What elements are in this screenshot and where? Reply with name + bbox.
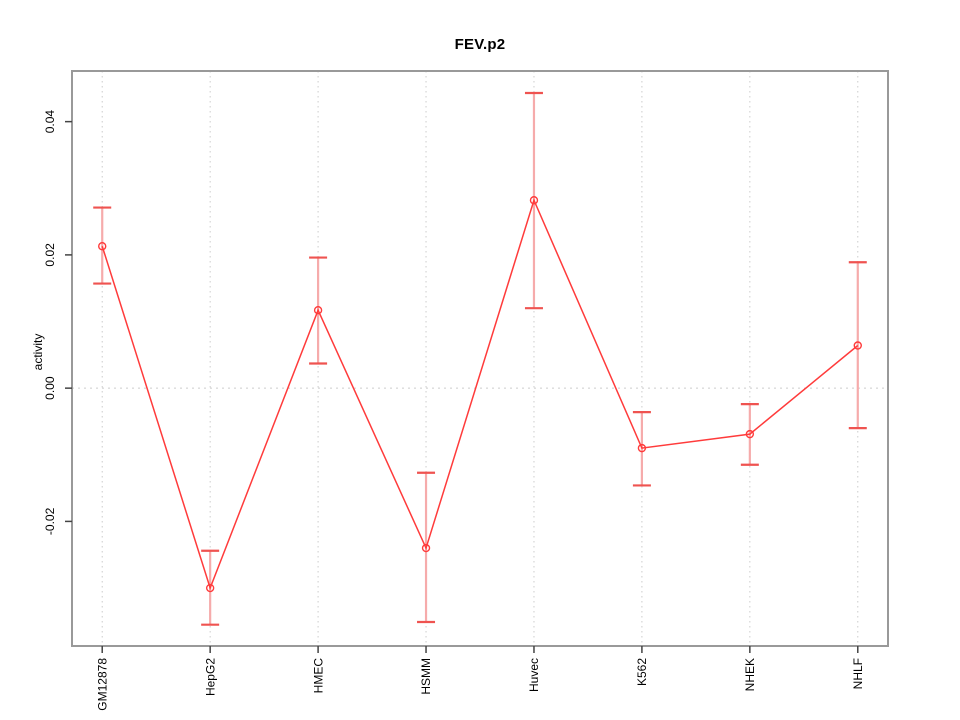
y-tick-label: -0.02	[43, 507, 57, 535]
y-axis: -0.02 0.00 0.02 0.04	[43, 110, 72, 535]
x-axis: GM12878 HepG2 HMEC HSMM Huvec K562 NHEK NHLF	[95, 646, 865, 711]
data-point	[745, 429, 755, 439]
x-tick-label: HMEC	[311, 658, 325, 694]
chart-title: FEV.p2	[454, 36, 506, 53]
data-point	[205, 583, 215, 593]
x-tick-label: Huvec	[527, 658, 541, 692]
series-line	[101, 198, 859, 591]
gridlines	[72, 71, 888, 646]
data-point	[98, 242, 107, 251]
x-tick-label: HepG2	[203, 658, 217, 696]
x-tick-label: K562	[635, 658, 649, 686]
x-tick-label: NHEK	[743, 658, 757, 691]
data-point	[637, 443, 647, 453]
data-point	[421, 543, 431, 553]
data-point	[313, 305, 323, 315]
data-points	[98, 196, 862, 593]
y-tick-label: 0.02	[43, 243, 57, 267]
x-tick-label: HSMM	[419, 658, 433, 695]
plot-border	[71, 70, 889, 647]
data-point	[529, 196, 539, 205]
y-tick-label: 0.00	[43, 376, 57, 400]
data-point	[853, 341, 862, 350]
x-tick-label: GM12878	[95, 658, 109, 711]
y-tick-label: 0.04	[43, 110, 57, 134]
x-tick-label: NHLF	[851, 658, 865, 689]
error-bars	[93, 91, 867, 626]
